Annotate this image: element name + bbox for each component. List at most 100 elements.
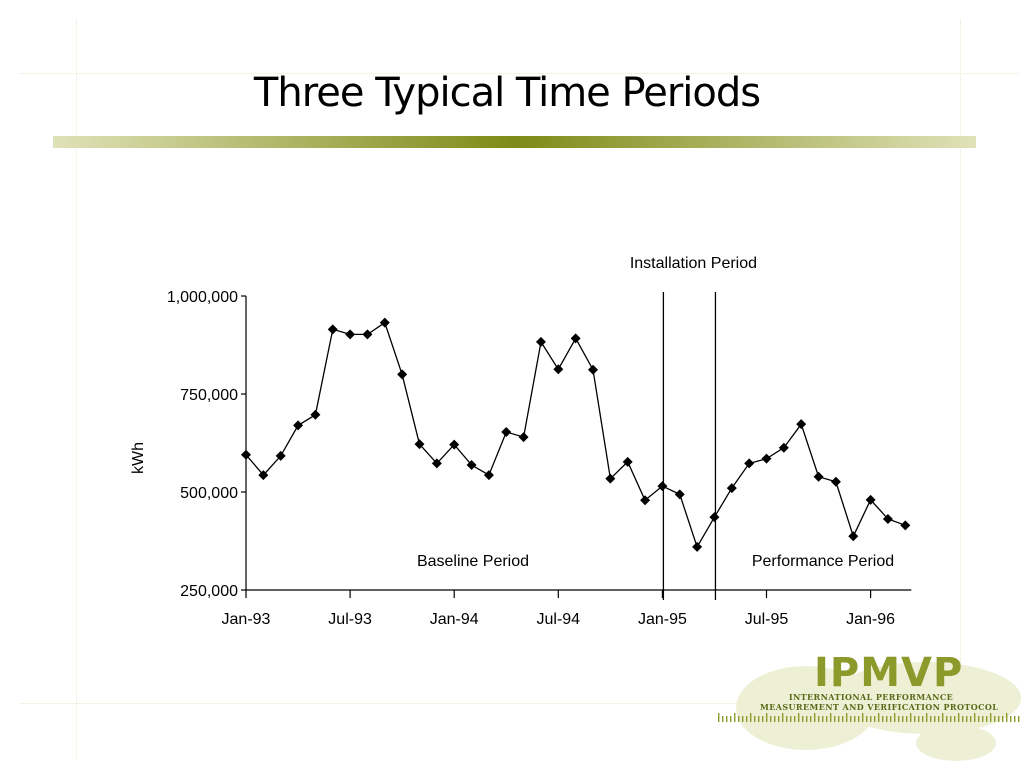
- logo-tick: [810, 716, 812, 722]
- logo-tick: [802, 716, 804, 722]
- data-point-marker: [379, 317, 390, 328]
- logo-tick: [1010, 716, 1012, 722]
- logo-tick: [962, 716, 964, 722]
- logo-tick: [1018, 716, 1020, 722]
- data-point-marker: [674, 489, 685, 500]
- series-kwh: [241, 317, 911, 552]
- logo-tick: [1006, 713, 1008, 722]
- y-tick-label: 1,000,000: [167, 289, 238, 306]
- logo-tick: [990, 713, 992, 722]
- logo-tick: [922, 716, 924, 722]
- frame-line-top: [20, 73, 1020, 74]
- data-point-marker: [605, 473, 616, 484]
- data-point-marker: [397, 369, 408, 380]
- data-point-marker: [709, 512, 720, 523]
- logo-tick: [866, 716, 868, 722]
- data-point-marker: [553, 364, 564, 375]
- logo-tick: [730, 716, 732, 722]
- data-point-marker: [726, 483, 737, 494]
- data-point-marker: [327, 324, 338, 335]
- logo-tick: [850, 716, 852, 722]
- logo-tick: [970, 716, 972, 722]
- logo-tick: [786, 716, 788, 722]
- data-point-marker: [640, 495, 651, 506]
- logo-tick: [1002, 716, 1004, 722]
- x-tick-label: Jan-94: [430, 611, 479, 628]
- logo-tick: [742, 716, 744, 722]
- frame-line-left: [76, 20, 77, 760]
- logo-tick: [774, 716, 776, 722]
- logo-tick: [950, 716, 952, 722]
- logo-tick: [978, 716, 980, 722]
- logo-tick: [898, 716, 900, 722]
- logo-tick: [818, 716, 820, 722]
- logo-tick: [926, 713, 928, 722]
- logo-tick: [726, 716, 728, 722]
- data-point-marker: [848, 531, 859, 542]
- y-axis-ticks: 250,000 500,000 750,000 1,000,000: [167, 289, 246, 600]
- data-point-marker: [657, 481, 668, 492]
- logo-tick: [954, 716, 956, 722]
- logo-tick: [778, 716, 780, 722]
- logo-line-2: MEASUREMENT AND VERIFICATION PROTOCOL: [760, 702, 999, 712]
- logo-tick: [934, 716, 936, 722]
- logo-tick: [886, 716, 888, 722]
- logo-tick: [874, 716, 876, 722]
- x-tick-label: Jan-93: [222, 611, 271, 628]
- logo-tick: [938, 716, 940, 722]
- logo-tick: [846, 713, 848, 722]
- data-point-marker: [362, 329, 373, 340]
- data-point-marker: [900, 520, 911, 531]
- logo-tick: [766, 713, 768, 722]
- data-point-marker: [414, 439, 425, 450]
- y-tick-label: 750,000: [180, 387, 238, 404]
- data-point-marker: [241, 449, 251, 460]
- logo-tick: [734, 713, 736, 722]
- annotation-performance: Performance Period: [752, 553, 894, 570]
- data-point-marker: [293, 420, 304, 431]
- data-point-marker: [744, 458, 755, 469]
- data-point-marker: [796, 419, 807, 430]
- logo-tick: [782, 713, 784, 722]
- logo-tick: [770, 716, 772, 722]
- logo-tick: [982, 716, 984, 722]
- logo-tick: [762, 716, 764, 722]
- logo-tick: [826, 716, 828, 722]
- logo-tick: [750, 713, 752, 722]
- y-tick-label: 500,000: [180, 485, 238, 502]
- logo-tick: [794, 716, 796, 722]
- data-point-marker: [535, 336, 546, 347]
- data-point-marker: [622, 456, 633, 467]
- logo-tick: [878, 713, 880, 722]
- logo-tick: [946, 716, 948, 722]
- data-point-marker: [882, 514, 893, 525]
- annotation-baseline: Baseline Period: [417, 553, 529, 570]
- logo-tick: [838, 716, 840, 722]
- logo-tick: [930, 716, 932, 722]
- x-tick-label: Jan-96: [846, 611, 895, 628]
- data-point-marker: [570, 333, 581, 344]
- logo-tick: [854, 716, 856, 722]
- title-underline-bar: [53, 136, 976, 148]
- x-axis-ticks: Jan-93 Jul-93 Jan-94 Jul-94 Jan-95 Jul-95 Jan-…: [222, 590, 895, 628]
- data-point-marker: [518, 432, 529, 443]
- logo-tick: [918, 716, 920, 722]
- y-axis-label: kWh: [130, 442, 147, 474]
- logo-tick: [998, 716, 1000, 722]
- logo-tick: [862, 713, 864, 722]
- x-tick-label: Jan-95: [638, 611, 687, 628]
- data-point-marker: [761, 453, 772, 464]
- logo-tick: [830, 713, 832, 722]
- data-point-marker: [431, 458, 442, 469]
- data-point-marker: [865, 494, 876, 505]
- x-tick-label: Jul-94: [537, 611, 581, 628]
- data-point-marker: [813, 471, 824, 482]
- data-point-marker: [483, 470, 494, 481]
- logo-tick: [870, 716, 872, 722]
- logo-tick: [790, 716, 792, 722]
- data-point-marker: [258, 470, 269, 481]
- data-point-marker: [310, 409, 321, 420]
- data-point-marker: [830, 476, 841, 487]
- chart-axes: [245, 296, 912, 591]
